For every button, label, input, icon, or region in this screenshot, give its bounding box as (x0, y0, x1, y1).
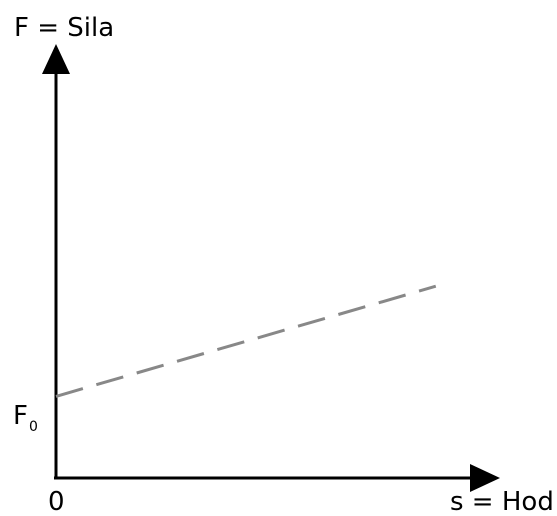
x-axis-arrowhead-icon (470, 464, 500, 492)
y-axis-arrowhead-icon (42, 44, 70, 74)
series-line-dashed (55, 284, 437, 398)
origin-label: 0 (48, 487, 65, 516)
x-axis-label: s = Hod (450, 487, 554, 516)
y-intercept-label: F (13, 401, 28, 431)
y-intercept-subscript: 0 (29, 419, 38, 435)
y-axis-label: F = Sila (14, 13, 114, 43)
